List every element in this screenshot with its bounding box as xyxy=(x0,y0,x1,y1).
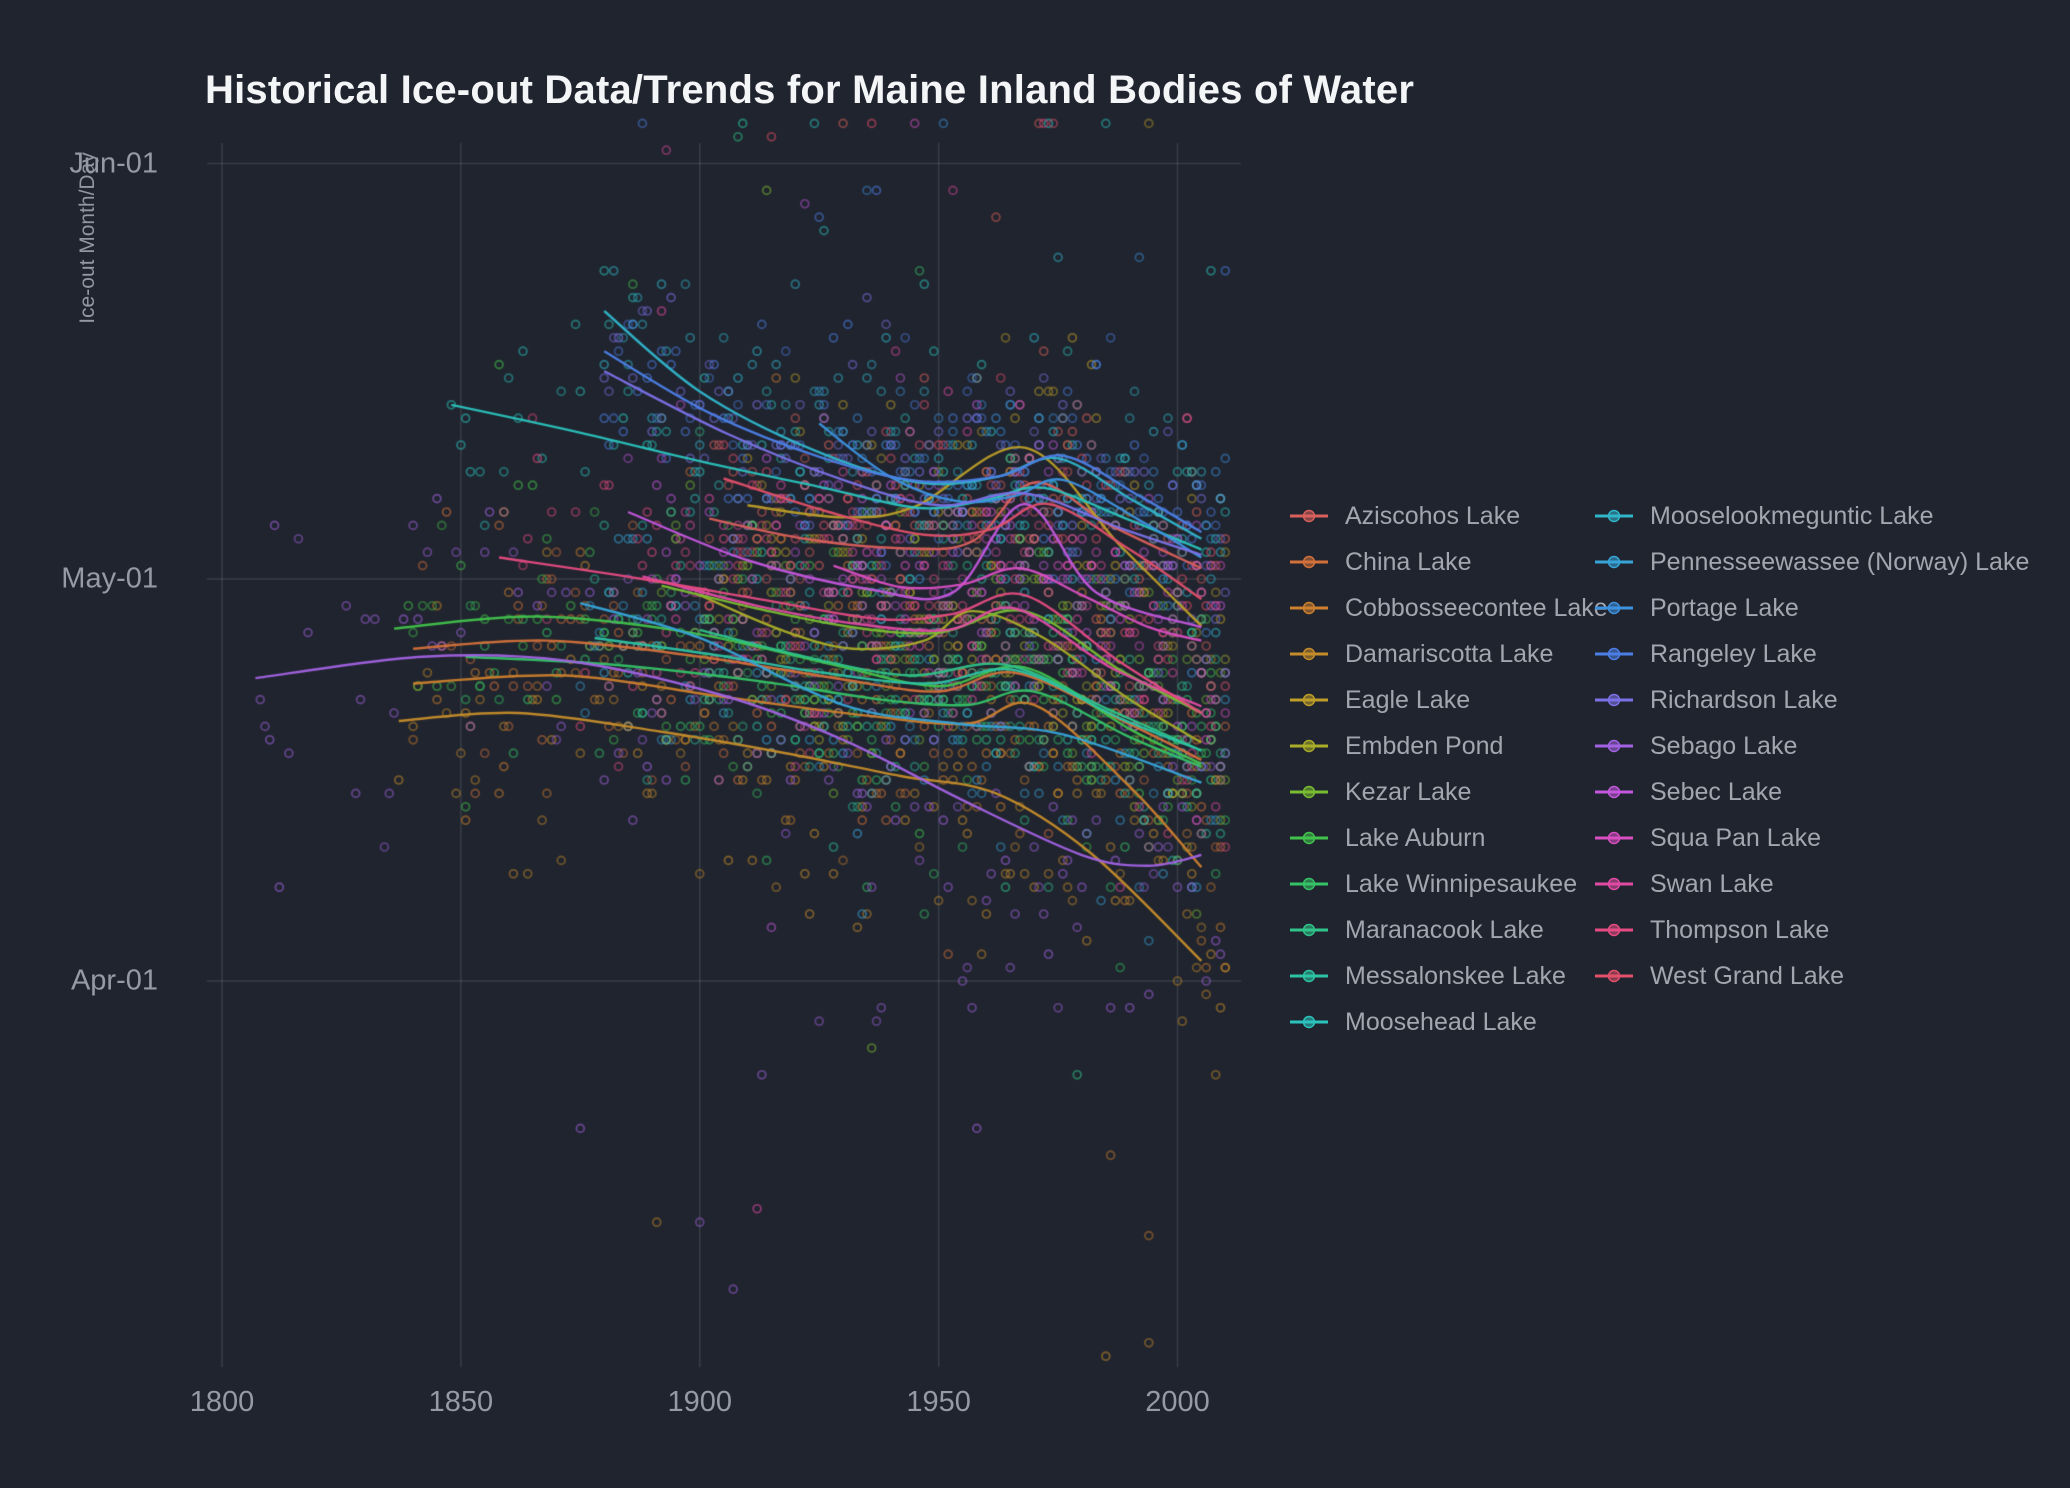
legend-item[interactable]: Squa Pan Lake xyxy=(1595,815,2029,861)
legend-item-label: Richardson Lake xyxy=(1650,685,1838,714)
x-tick-label: 1800 xyxy=(189,1386,255,1418)
legend-item[interactable]: Aziscohos Lake xyxy=(1290,493,1608,539)
y-tick-label: Apr-01 xyxy=(70,964,158,997)
x-tick-label: 2000 xyxy=(1145,1386,1210,1418)
legend-item-label: Moosehead Lake xyxy=(1345,1007,1537,1036)
legend-item-label: Rangeley Lake xyxy=(1650,639,1817,668)
legend-item-label: Damariscotta Lake xyxy=(1345,639,1554,668)
legend-line-marker-icon xyxy=(1290,555,1328,569)
legend-item[interactable]: Eagle Lake xyxy=(1290,677,1608,723)
legend-line-marker-icon xyxy=(1595,693,1633,707)
legend-item[interactable]: Messalonskee Lake xyxy=(1290,953,1608,999)
legend-item[interactable]: Damariscotta Lake xyxy=(1290,631,1608,677)
legend-item-label: Messalonskee Lake xyxy=(1345,961,1566,990)
legend-item-label: Embden Pond xyxy=(1345,731,1504,760)
legend-item[interactable]: Pennesseewassee (Norway) Lake xyxy=(1595,539,2029,585)
legend-item[interactable]: Kezar Lake xyxy=(1290,769,1608,815)
legend-item-label: Squa Pan Lake xyxy=(1650,823,1821,852)
legend-line-marker-icon xyxy=(1290,969,1328,983)
legend-item[interactable]: Sebago Lake xyxy=(1595,723,2029,769)
legend-item-label: Thompson Lake xyxy=(1650,915,1830,944)
legend-line-marker-icon xyxy=(1290,923,1328,937)
legend-line-marker-icon xyxy=(1290,739,1328,753)
legend-item[interactable]: Lake Auburn xyxy=(1290,815,1608,861)
legend-item-label: Lake Auburn xyxy=(1345,823,1486,852)
page-title: Historical Ice-out Data/Trends for Maine… xyxy=(205,68,1415,112)
legend-item[interactable]: Mooselookmeguntic Lake xyxy=(1595,493,2029,539)
legend-item-label: Lake Winnipesaukee xyxy=(1345,869,1578,898)
legend-item[interactable]: Sebec Lake xyxy=(1595,769,2029,815)
legend-item-label: Sebec Lake xyxy=(1650,777,1783,806)
legend-line-marker-icon xyxy=(1290,647,1328,661)
legend-line-marker-icon xyxy=(1595,831,1633,845)
legend-item[interactable]: Cobbosseecontee Lake xyxy=(1290,585,1608,631)
legend-item[interactable]: Rangeley Lake xyxy=(1595,631,2029,677)
legend-item[interactable]: Portage Lake xyxy=(1595,585,2029,631)
legend-column: Mooselookmeguntic Lake Pennesseewassee (N… xyxy=(1595,493,2029,999)
legend-item[interactable]: Richardson Lake xyxy=(1595,677,2029,723)
legend-item-label: West Grand Lake xyxy=(1650,961,1845,990)
legend-item[interactable]: Thompson Lake xyxy=(1595,907,2029,953)
legend-line-marker-icon xyxy=(1595,647,1633,661)
legend-line-marker-icon xyxy=(1290,831,1328,845)
legend-line-marker-icon xyxy=(1290,1015,1328,1029)
legend-item-label: Portage Lake xyxy=(1650,593,1799,622)
legend-item-label: Pennesseewassee (Norway) Lake xyxy=(1650,547,2030,576)
legend-item[interactable]: China Lake xyxy=(1290,539,1608,585)
legend-item-label: Mooselookmeguntic Lake xyxy=(1650,501,1934,530)
y-tick-label: Jun-01 xyxy=(69,147,158,180)
legend-line-marker-icon xyxy=(1595,877,1633,891)
legend-item[interactable]: Maranacook Lake xyxy=(1290,907,1608,953)
legend-column: Aziscohos Lake China Lake Cobbosseecontee … xyxy=(1290,493,1608,1045)
x-tick-label: 1850 xyxy=(428,1386,494,1418)
legend-item[interactable]: Swan Lake xyxy=(1595,861,2029,907)
x-tick-label: 1900 xyxy=(667,1386,733,1418)
y-tick-label: May-01 xyxy=(61,562,158,595)
legend-line-marker-icon xyxy=(1595,555,1633,569)
legend-line-marker-icon xyxy=(1595,969,1633,983)
legend-line-marker-icon xyxy=(1595,785,1633,799)
legend-item[interactable]: Lake Winnipesaukee xyxy=(1290,861,1608,907)
legend-line-marker-icon xyxy=(1595,739,1633,753)
legend-item-label: Aziscohos Lake xyxy=(1345,501,1521,530)
legend-item[interactable]: Moosehead Lake xyxy=(1290,999,1608,1045)
legend-item[interactable]: Embden Pond xyxy=(1290,723,1608,769)
legend-line-marker-icon xyxy=(1595,601,1633,615)
legend-item-label: Sebago Lake xyxy=(1650,731,1798,760)
legend-item-label: Cobbosseecontee Lake xyxy=(1345,593,1608,622)
legend-line-marker-icon xyxy=(1290,601,1328,615)
legend-line-marker-icon xyxy=(1595,923,1633,937)
legend-item-label: Swan Lake xyxy=(1650,869,1774,898)
legend-item-label: Eagle Lake xyxy=(1345,685,1471,714)
legend-line-marker-icon xyxy=(1290,785,1328,799)
legend-item[interactable]: West Grand Lake xyxy=(1595,953,2029,999)
x-tick-label: 1950 xyxy=(906,1386,971,1418)
legend-item-label: Maranacook Lake xyxy=(1345,915,1544,944)
legend-item-label: Kezar Lake xyxy=(1345,777,1472,806)
legend-item-label: China Lake xyxy=(1345,547,1472,576)
legend-line-marker-icon xyxy=(1595,509,1633,523)
legend-line-marker-icon xyxy=(1290,877,1328,891)
legend-line-marker-icon xyxy=(1290,509,1328,523)
legend-line-marker-icon xyxy=(1290,693,1328,707)
